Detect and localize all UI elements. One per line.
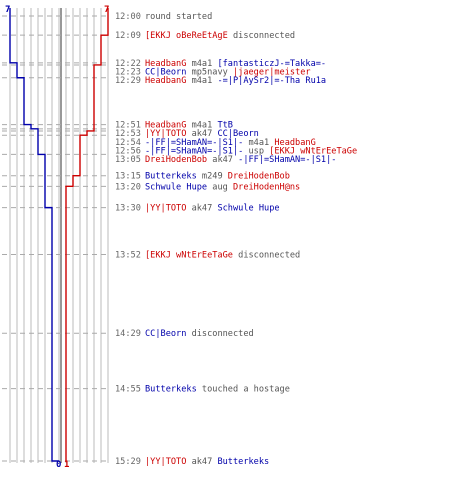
score-label-blue-bottom: 0: [56, 460, 61, 470]
event-message-part: TtB: [217, 121, 233, 131]
event-message-part: DreiHodenH@ns: [233, 182, 300, 192]
event-message-part: aug: [207, 182, 233, 192]
event-message-part: HeadbanG: [145, 59, 186, 69]
event-message-part: HeadbanG: [145, 121, 186, 131]
event-message-part: ak47: [207, 155, 238, 165]
event-message-part: ak47: [186, 204, 217, 214]
event-time-label: 14:29: [115, 329, 141, 339]
event-message: -|FF|=SHamAN=-|S1|- m4a1 HeadbanG: [145, 138, 316, 148]
event-message: |YY|TOTO ak47 Butterkeks: [145, 457, 269, 467]
event-message-part: touched a hostage: [197, 385, 290, 395]
event-message-part: Schwule Hupe: [145, 182, 207, 192]
event-time-label: 13:15: [115, 172, 141, 182]
event-message: HeadbanG m4a1 TtB: [145, 121, 233, 131]
event-message-part: [EKKJ oBeReEtAgE: [145, 31, 228, 41]
event-message-part: |YY|TOTO: [145, 129, 186, 139]
score-label-blue-top: 7: [5, 5, 10, 15]
event-message-part: DreiHodenBob: [228, 172, 290, 182]
event-message-part: CC|Beorn: [145, 67, 186, 77]
event-message-part: round started: [145, 12, 212, 22]
event-message-part: m4a1: [186, 76, 217, 86]
event-message-part: -|FF|=SHamAN=-|S1|-: [145, 138, 243, 148]
event-time-label: 12:54: [115, 138, 141, 148]
event-message: HeadbanG m4a1 [fantasticzJ-=Takka=-: [145, 59, 326, 69]
event-message-part: m249: [197, 172, 228, 182]
event-message-part: m4a1: [186, 121, 217, 131]
event-message-part: ak47: [186, 129, 217, 139]
event-time-label: 12:22: [115, 59, 141, 69]
event-time-label: 15:29: [115, 457, 141, 467]
event-time-label: 12:23: [115, 67, 141, 77]
event-message-part: CC|Beorn: [145, 329, 186, 339]
event-message-part: HeadbanG: [145, 76, 186, 86]
event-message-part: HeadbanG: [274, 138, 315, 148]
grid-layer: [2, 8, 110, 463]
event-message-part: Butterkeks: [217, 457, 269, 467]
event-message: [EKKJ wNtErEeTaGe disconnected: [145, 250, 300, 260]
event-message: Butterkeks m249 DreiHodenBob: [145, 172, 290, 182]
event-time-label: 12:00: [115, 12, 141, 22]
event-message: Schwule Hupe aug DreiHodenH@ns: [145, 182, 300, 192]
event-time-label: 12:56: [115, 146, 141, 156]
event-message-part: mp5navy: [186, 67, 233, 77]
event-message-part: Schwule Hupe: [217, 204, 279, 214]
event-time-label: 12:09: [115, 31, 141, 41]
event-message-part: -=|P|AySr2|=-Tha Ru1a: [217, 76, 326, 86]
event-message: HeadbanG m4a1 -=|P|AySr2|=-Tha Ru1a: [145, 76, 326, 86]
event-message-part: |YY|TOTO: [145, 204, 186, 214]
event-time-label: 13:20: [115, 182, 141, 192]
step-layer: [9, 8, 109, 462]
event-message: [EKKJ oBeReEtAgE disconnected: [145, 31, 295, 41]
event-message-part: disconnected: [186, 329, 253, 339]
event-message: CC|Beorn mp5navy |jaeger|meister: [145, 67, 311, 77]
event-message-part: m4a1: [186, 59, 217, 69]
event-time-label: 12:53: [115, 129, 141, 139]
blue-team-step-line: [9, 8, 59, 462]
red-team-step-line: [65, 8, 109, 461]
event-time-label: 14:55: [115, 385, 141, 395]
event-message: |YY|TOTO ak47 Schwule Hupe: [145, 204, 280, 214]
event-message: |YY|TOTO ak47 CC|Beorn: [145, 129, 259, 139]
event-message-part: m4a1: [243, 138, 274, 148]
event-message-part: usp: [243, 146, 269, 156]
score-label-red-bottom: 1: [64, 460, 69, 470]
event-message: DreiHodenBob ak47 -|FF|=SHamAN=-|S1|-: [145, 155, 336, 165]
event-message-part: DreiHodenBob: [145, 155, 207, 165]
event-message-part: [fantasticzJ-=Takka=-: [217, 59, 326, 69]
event-message-part: CC|Beorn: [217, 129, 258, 139]
event-message: round started: [145, 12, 212, 22]
event-message-part: [EKKJ wNtErEeTaGe: [269, 146, 357, 156]
event-message-part: [EKKJ wNtErEeTaGe: [145, 250, 233, 260]
event-message: Butterkeks touched a hostage: [145, 385, 290, 395]
event-time-label: 12:29: [115, 76, 141, 86]
event-time-label: 13:52: [115, 250, 141, 260]
event-message-part: -|FF|=SHamAN=-|S1|-: [238, 155, 336, 165]
event-message-part: disconnected: [228, 31, 295, 41]
event-message-part: ak47: [186, 457, 217, 467]
event-message-part: Butterkeks: [145, 172, 197, 182]
event-message-part: |YY|TOTO: [145, 457, 186, 467]
event-message: -|FF|=SHamAN=-|S1|- usp [EKKJ wNtErEeTaG…: [145, 146, 357, 156]
event-time-label: 13:30: [115, 204, 141, 214]
event-message-part: disconnected: [233, 250, 300, 260]
event-message-part: Butterkeks: [145, 385, 197, 395]
event-message-part: |jaeger|meister: [233, 67, 311, 77]
label-layer: 7 7 0 1 12:00 round started 12:09 [EKKJ oBeReEt…: [5, 5, 357, 470]
event-message-part: -|FF|=SHamAN=-|S1|-: [145, 146, 243, 156]
event-time-label: 12:51: [115, 121, 141, 131]
event-message: CC|Beorn disconnected: [145, 329, 254, 339]
event-time-label: 13:05: [115, 155, 141, 165]
score-label-red-top: 7: [104, 5, 109, 15]
